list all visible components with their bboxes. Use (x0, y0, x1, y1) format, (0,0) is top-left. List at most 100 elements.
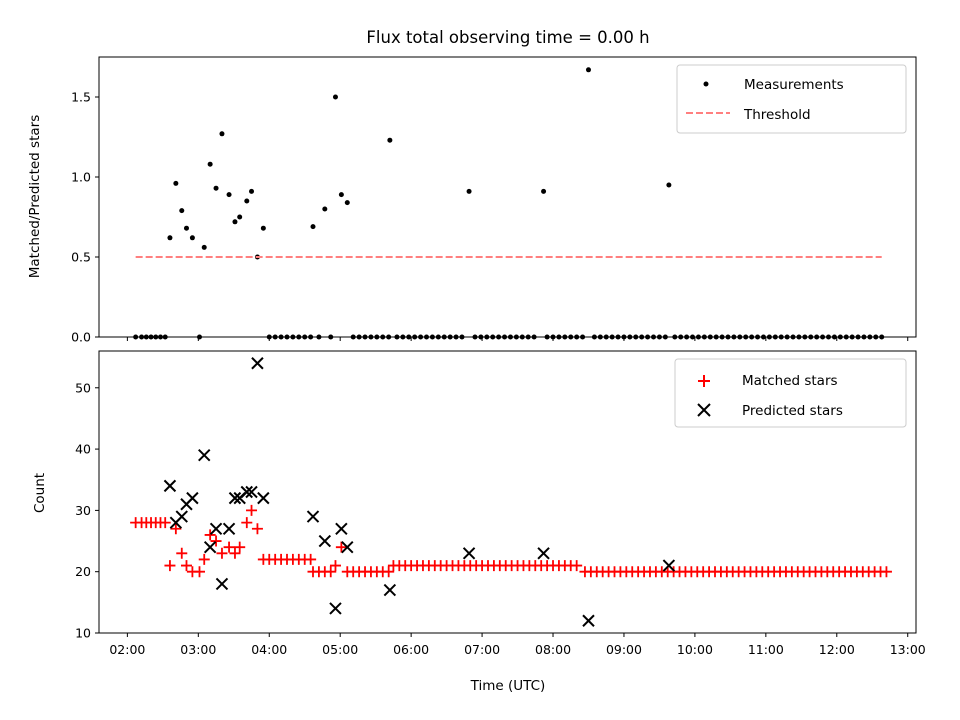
matched-stars-point (234, 541, 246, 553)
x-tick-label: 10:00 (677, 642, 713, 657)
y-tick-label: 1.5 (71, 90, 91, 105)
measurements-point (541, 188, 547, 194)
matched-stars-point (241, 517, 253, 529)
bottom-legend: Matched stars Predicted stars (674, 358, 907, 428)
legend-threshold-label: Threshold (743, 107, 811, 123)
measurements-point (260, 225, 266, 231)
x-tick-label: 11:00 (748, 642, 784, 657)
bottom-axis-ticks: 02:00 03:00 04:00 05:00 06:00 07:00 08:00 09:00… (75, 380, 926, 657)
measurements-point (344, 200, 350, 206)
matched-stars-point (198, 553, 210, 565)
predicted-stars-point (215, 577, 229, 591)
measurements-point (207, 161, 213, 167)
predicted-stars-point (257, 491, 270, 505)
legend-predicted-label: Predicted stars (742, 403, 843, 419)
predicted-stars-point (198, 449, 211, 462)
x-tick-label: 02:00 (109, 642, 145, 657)
matched-stars-point (170, 523, 182, 535)
predicted-stars-point (175, 510, 188, 523)
predicted-stars-point (318, 534, 332, 548)
measurements-point (310, 224, 316, 230)
top-legend-box (676, 64, 907, 134)
predicted-stars-point (203, 540, 217, 554)
matched-stars-point (180, 560, 192, 572)
predicted-stars-point (582, 614, 595, 627)
matched-stars-point (159, 517, 171, 529)
measurements-point (179, 208, 185, 214)
predicted-stars-point (383, 583, 397, 597)
measurements-point (387, 137, 393, 143)
legend-predicted-marker (697, 403, 711, 417)
measurements-point (189, 235, 195, 241)
measurements-point (338, 192, 344, 198)
y-tick-label: 0.5 (71, 250, 91, 265)
top-legend: Measurements Threshold (676, 64, 907, 134)
predicted-stars-point (335, 522, 348, 535)
y-tick-label: 30 (75, 503, 91, 518)
x-tick-label: 06:00 (393, 642, 429, 657)
matched-stars-point (176, 547, 188, 559)
x-axis-label: Time (UTC) (470, 678, 546, 694)
matched-stars-point (216, 547, 228, 559)
matched-stars-point (223, 541, 235, 553)
matched-stars-point (571, 560, 583, 572)
x-tick-label: 08:00 (535, 642, 571, 657)
x-tick-label: 03:00 (180, 642, 216, 657)
measurements-point (232, 219, 238, 225)
legend-measurements-label: Measurements (744, 77, 844, 93)
star-count-panel: Count Time (UTC) 02:00 03:00 04:00 05:00 06:… (32, 350, 926, 694)
x-tick-label: 13:00 (890, 642, 926, 657)
predicted-stars-point (222, 522, 236, 535)
measurements-point (322, 206, 328, 212)
matched-stars-point (229, 547, 241, 559)
x-tick-label: 04:00 (251, 642, 287, 657)
predicted-stars-point (329, 602, 342, 615)
x-tick-label: 09:00 (606, 642, 642, 657)
predicted-stars-point (240, 485, 254, 499)
measurements-point (167, 235, 173, 241)
top-y-axis-label: Matched/Predicted stars (27, 115, 43, 278)
predicted-stars-point (462, 547, 476, 560)
measurements-point (183, 225, 189, 231)
predicted-stars-point (209, 522, 223, 535)
legend-matched-label: Matched stars (742, 373, 838, 389)
y-tick-label: 50 (75, 380, 91, 395)
predicted-stars-point (228, 491, 242, 505)
matched-stars-point (383, 566, 395, 578)
measurements-point (249, 188, 255, 194)
matched-stars-point (329, 560, 341, 572)
matched-stars-point (335, 541, 347, 553)
y-tick-label: 1.0 (71, 170, 91, 185)
legend-measurements-marker (703, 81, 709, 87)
x-tick-label: 12:00 (819, 642, 855, 657)
matched-stars-point (210, 535, 222, 547)
y-tick-label: 0.0 (71, 330, 91, 345)
bottom-y-axis-label: Count (32, 473, 48, 513)
predicted-stars-point (306, 510, 320, 523)
measurements-point (666, 182, 672, 188)
measurements-point (219, 131, 225, 137)
measurements-point (466, 188, 472, 194)
predicted-stars-point (537, 547, 550, 560)
measurements-point (244, 198, 250, 204)
predicted-stars-point (186, 491, 199, 505)
bottom-legend-box (674, 358, 907, 428)
y-tick-label: 20 (75, 564, 91, 579)
flux-ratio-panel: Flux total observing time = 0.00 h Match… (27, 28, 917, 345)
measurements-point (226, 192, 232, 198)
matched-stars-point (204, 529, 216, 541)
measurements-point (332, 94, 338, 100)
top-axes-frame (98, 56, 917, 338)
predicted-stars-point (251, 357, 264, 370)
legend-matched-marker (698, 375, 710, 387)
measurements-point (237, 214, 243, 220)
matched-stars-point (193, 566, 205, 578)
matched-stars-point (305, 553, 317, 565)
matched-stars-point (880, 566, 892, 578)
bottom-data-marks (130, 357, 892, 627)
matched-stars-point (251, 523, 263, 535)
matched-stars-point (325, 566, 337, 578)
predicted-stars-point (163, 479, 177, 493)
y-tick-label: 40 (75, 442, 91, 457)
